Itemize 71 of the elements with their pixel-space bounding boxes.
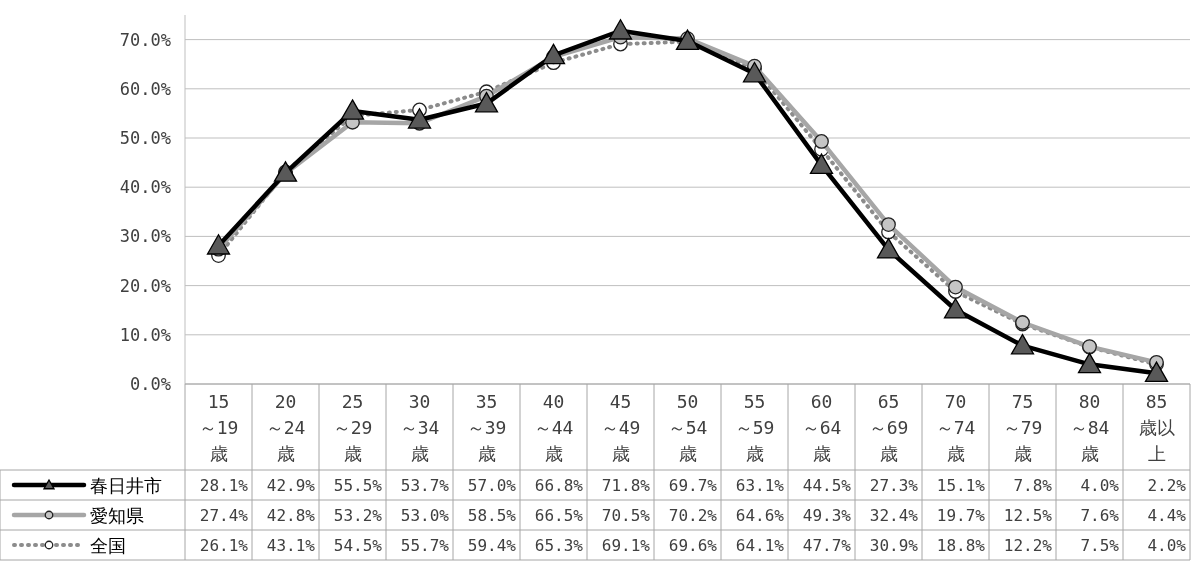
data-label: 69.7% <box>668 476 718 495</box>
x-tick-label: 75～79歳 <box>1002 391 1043 464</box>
data-label: 42.9% <box>266 476 316 495</box>
x-tick-label: 70～74歳 <box>935 391 976 464</box>
data-label: 27.4% <box>199 506 249 525</box>
data-label: 15.1% <box>936 476 986 495</box>
data-label: 70.5% <box>601 506 651 525</box>
x-tick-label: 45～49歳 <box>600 391 641 464</box>
x-tick-label: 30～34歳 <box>399 391 440 464</box>
data-label: 66.5% <box>534 506 584 525</box>
data-label: 44.5% <box>802 476 852 495</box>
data-label: 12.5% <box>1003 506 1053 525</box>
x-tick-label: 25～29歳 <box>332 391 373 464</box>
legend-label: 全国 <box>90 535 126 556</box>
data-label: 69.6% <box>668 536 718 555</box>
y-tick-label: 70.0% <box>119 29 171 50</box>
data-label: 57.0% <box>467 476 517 495</box>
data-label: 64.6% <box>735 506 785 525</box>
data-label: 7.6% <box>1080 506 1120 525</box>
x-tick-label: 80～84歳 <box>1069 391 1110 464</box>
legend-label: 愛知県 <box>90 505 144 526</box>
y-tick-label: 10.0% <box>119 324 171 345</box>
data-label: 28.1% <box>199 476 249 495</box>
data-label: 27.3% <box>869 476 919 495</box>
y-tick-label: 40.0% <box>119 177 171 198</box>
data-label: 7.8% <box>1013 476 1053 495</box>
x-tick-label: 60～64歳 <box>801 391 842 464</box>
x-tick-label: 40～44歳 <box>533 391 574 464</box>
data-label: 42.8% <box>266 506 316 525</box>
x-tick-label: 35～39歳 <box>466 391 507 464</box>
x-tick-label: 20～24歳 <box>265 391 306 464</box>
data-label: 4.0% <box>1147 536 1187 555</box>
y-tick-label: 20.0% <box>119 275 171 296</box>
data-label: 55.7% <box>400 536 450 555</box>
data-label: 49.3% <box>802 506 852 525</box>
data-label: 53.0% <box>400 506 450 525</box>
data-label: 4.4% <box>1147 506 1187 525</box>
y-tick-label: 50.0% <box>119 128 171 148</box>
x-tick-label: 65～69歳 <box>868 391 909 464</box>
data-label: 53.7% <box>400 476 450 495</box>
data-label: 26.1% <box>199 536 249 555</box>
data-label: 12.2% <box>1003 536 1053 555</box>
data-label: 55.5% <box>333 476 383 495</box>
data-label: 47.7% <box>802 536 852 555</box>
data-label: 58.5% <box>467 506 517 525</box>
data-label: 59.4% <box>467 536 517 555</box>
data-label: 2.2% <box>1147 476 1187 495</box>
data-label: 32.4% <box>869 506 919 525</box>
data-label: 30.9% <box>869 536 919 555</box>
y-tick-label: 0.0% <box>130 374 171 394</box>
data-label: 65.3% <box>534 536 584 555</box>
x-tick-label: 55～59歳 <box>734 391 775 464</box>
legend-label: 春日井市 <box>90 475 162 496</box>
x-tick-label: 50～54歳 <box>667 391 708 464</box>
data-label: 63.1% <box>735 476 785 495</box>
data-label: 19.7% <box>936 506 986 525</box>
y-tick-label: 30.0% <box>119 226 171 247</box>
data-label: 64.1% <box>735 536 785 555</box>
data-label: 7.5% <box>1080 536 1120 555</box>
data-label: 53.2% <box>333 506 383 525</box>
data-label: 70.2% <box>668 506 718 525</box>
data-label: 18.8% <box>936 536 986 555</box>
data-label: 71.8% <box>601 476 651 495</box>
x-tick-label: 15～19歳 <box>198 391 239 464</box>
data-label: 54.5% <box>333 536 383 555</box>
data-label: 43.1% <box>266 536 316 555</box>
data-label: 66.8% <box>534 476 584 495</box>
data-label: 69.1% <box>601 536 651 555</box>
y-tick-label: 60.0% <box>119 78 171 99</box>
x-tick-label: 85歳以上 <box>1138 391 1175 464</box>
data-label: 4.0% <box>1080 476 1120 495</box>
